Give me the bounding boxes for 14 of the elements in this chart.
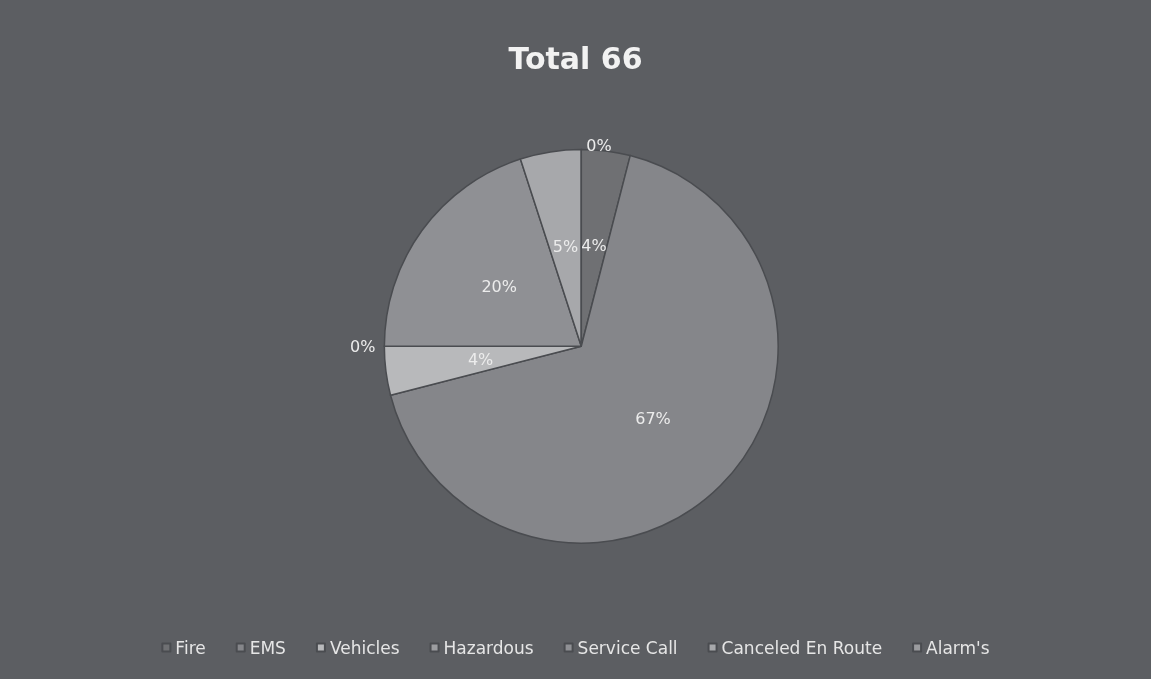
legend-label: Vehicles bbox=[329, 637, 400, 658]
text: 0% bbox=[586, 135, 612, 155]
data-label: 4% bbox=[581, 236, 607, 256]
legend-label: Hazardous bbox=[443, 637, 534, 658]
text: 0% bbox=[349, 336, 376, 356]
chart-title: Total 66 bbox=[508, 40, 643, 76]
data-label: 67% bbox=[635, 408, 671, 428]
data-label: 20% bbox=[481, 277, 517, 297]
legend-label: Service Call bbox=[577, 637, 678, 658]
legend-label: EMS bbox=[249, 637, 286, 658]
data-label: 5% bbox=[552, 236, 579, 256]
legend-label: Canceled En Route bbox=[721, 637, 883, 658]
legend-label: Fire bbox=[175, 637, 206, 658]
legend-label: Alarm's bbox=[926, 637, 990, 658]
